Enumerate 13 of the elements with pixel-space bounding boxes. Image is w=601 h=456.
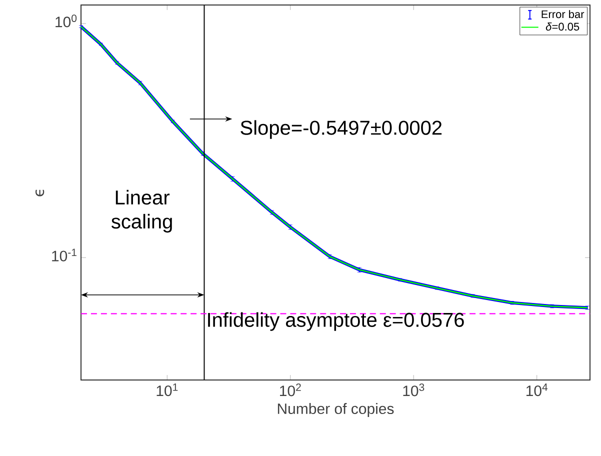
y-axis-title: ϵ bbox=[36, 190, 44, 196]
annotation: Linear scaling bbox=[112, 190, 172, 233]
text: δ=0.05 bbox=[546, 22, 580, 31]
x-tick-label: 10$^{1}$ bbox=[156, 384, 178, 396]
y-tick-label: 10$^{0}$ bbox=[56, 14, 77, 28]
ref-line-label: Infidelity asymptote ε=0.0576 bbox=[208, 312, 464, 331]
x-axis-title: Number of copies bbox=[278, 403, 394, 418]
x-tick-label: 10$^{2}$ bbox=[280, 384, 301, 396]
x-tick-label: 10$^{3}$ bbox=[403, 384, 424, 396]
annotation: Slope=-0.5497±0.0002 bbox=[240, 120, 442, 139]
x-tick-label: 10$^{4}$ bbox=[526, 384, 548, 396]
y-tick-label: 10$^{-1}$ bbox=[52, 248, 76, 262]
text: Error bar bbox=[542, 10, 584, 18]
